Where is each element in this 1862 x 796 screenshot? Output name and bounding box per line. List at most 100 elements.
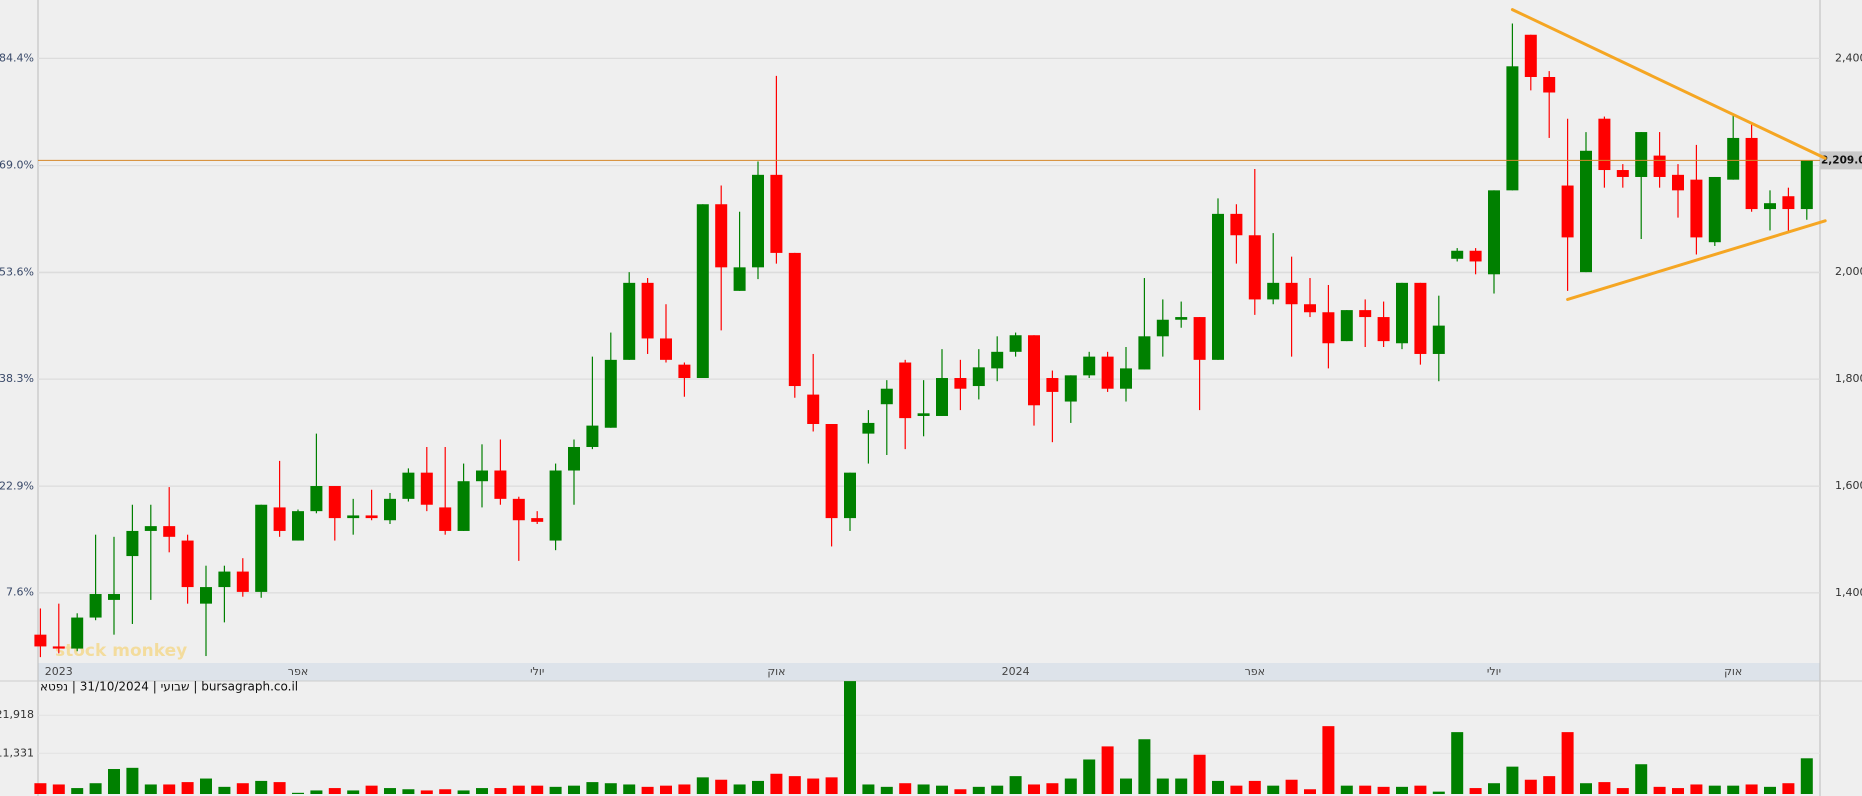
last-price-box	[1820, 151, 1862, 170]
volume-bar	[1267, 785, 1280, 794]
candle-body	[623, 282, 636, 360]
candle-body	[1488, 190, 1500, 275]
volume-bar	[1156, 778, 1169, 794]
candle-body	[1800, 160, 1813, 210]
volume-bar	[126, 767, 139, 794]
candle-body	[972, 367, 985, 387]
candle-body	[1028, 335, 1040, 406]
candle-body	[163, 526, 176, 537]
volume-bar	[1653, 786, 1666, 794]
y2-tick-label: 69.0%	[0, 159, 34, 172]
candle-body	[807, 394, 820, 424]
y-tick-label: 1,600	[1835, 479, 1862, 492]
volume-bar	[1322, 726, 1335, 794]
volume-bar	[623, 784, 636, 794]
candle-body	[52, 646, 65, 649]
volume-bar	[641, 786, 654, 794]
candle-body	[586, 425, 599, 447]
volume-bar	[1524, 779, 1537, 794]
volume-bar	[1028, 784, 1040, 794]
candle-body	[1340, 310, 1353, 342]
x-tick-label: אפר	[288, 665, 308, 678]
y2-tick-label: 22.9%	[0, 479, 34, 492]
volume-bar	[1064, 778, 1077, 794]
volume-bar	[512, 785, 525, 794]
candle-body	[604, 359, 617, 428]
volume-bar	[568, 785, 580, 794]
volume-bar	[365, 785, 378, 794]
candle-body	[292, 511, 304, 541]
volume-bar	[457, 790, 470, 794]
y2-tick-label: 38.3%	[0, 372, 34, 385]
candle-body	[1230, 213, 1243, 236]
candle-body	[236, 571, 249, 592]
candle-body	[1101, 356, 1114, 389]
candle-body	[1469, 250, 1482, 262]
volume-bar	[549, 786, 562, 794]
volume-tick-label: 21,918	[0, 708, 34, 721]
volume-bar	[347, 790, 360, 794]
volume-bar	[1046, 783, 1059, 794]
volume-bar	[825, 777, 838, 794]
candle-body	[917, 413, 930, 416]
candle-body	[880, 388, 893, 405]
volume-bar	[1800, 758, 1813, 794]
volume-bar	[236, 783, 249, 794]
candle-body	[200, 587, 212, 604]
volume-bar	[218, 786, 231, 794]
candle-body	[1690, 179, 1703, 238]
volume-bar	[770, 773, 783, 794]
volume-bar	[1469, 788, 1482, 794]
volume-bar	[1690, 784, 1703, 794]
candle-body	[1653, 155, 1666, 177]
candle-body	[788, 252, 801, 387]
candle-body	[420, 472, 433, 505]
candle-body	[1009, 335, 1022, 352]
volume-bar	[604, 783, 617, 794]
candle-body	[457, 481, 470, 531]
candle-body	[678, 364, 691, 379]
candle-body	[89, 594, 102, 618]
candle-body	[384, 498, 396, 521]
candle-body	[328, 486, 341, 519]
volume-bar	[328, 788, 341, 794]
x-tick-label: אוק	[1724, 665, 1742, 678]
volume-bar	[1414, 785, 1427, 794]
candle-body	[549, 470, 562, 541]
volume-bar	[862, 784, 875, 794]
volume-bar	[181, 782, 194, 794]
candle-body	[1120, 368, 1132, 389]
candle-body	[1580, 150, 1592, 273]
volume-bar	[1101, 746, 1114, 794]
volume-bar	[899, 783, 912, 794]
candle-body	[439, 507, 452, 531]
volume-bar	[200, 778, 212, 794]
candle-body	[1359, 310, 1372, 318]
candle-body	[34, 634, 47, 647]
volume-bar	[1432, 791, 1445, 794]
candle-body	[936, 378, 948, 416]
volume-bar	[1212, 780, 1224, 794]
x-tick-label: אוק	[767, 665, 785, 678]
candle-body	[1745, 137, 1758, 210]
volume-bar	[1580, 783, 1592, 794]
volume-bar	[660, 785, 672, 794]
candle-body	[144, 526, 157, 531]
volume-bar	[1727, 785, 1740, 794]
volume-bar	[1488, 783, 1500, 794]
volume-bar	[1635, 764, 1648, 794]
candle-body	[310, 486, 323, 512]
trendline	[1566, 219, 1827, 301]
candle-body	[1193, 317, 1206, 360]
volume-bar	[34, 783, 47, 794]
volume-bar	[402, 789, 415, 794]
candle-body	[862, 422, 875, 434]
volume-bar	[420, 790, 433, 794]
volume-bar	[292, 792, 304, 794]
candle-body	[347, 515, 360, 519]
volume-bar	[439, 789, 452, 794]
volume-bar	[89, 783, 102, 794]
candle-body	[218, 571, 231, 588]
volume-bar	[1138, 739, 1151, 794]
volume-bar	[310, 790, 323, 794]
